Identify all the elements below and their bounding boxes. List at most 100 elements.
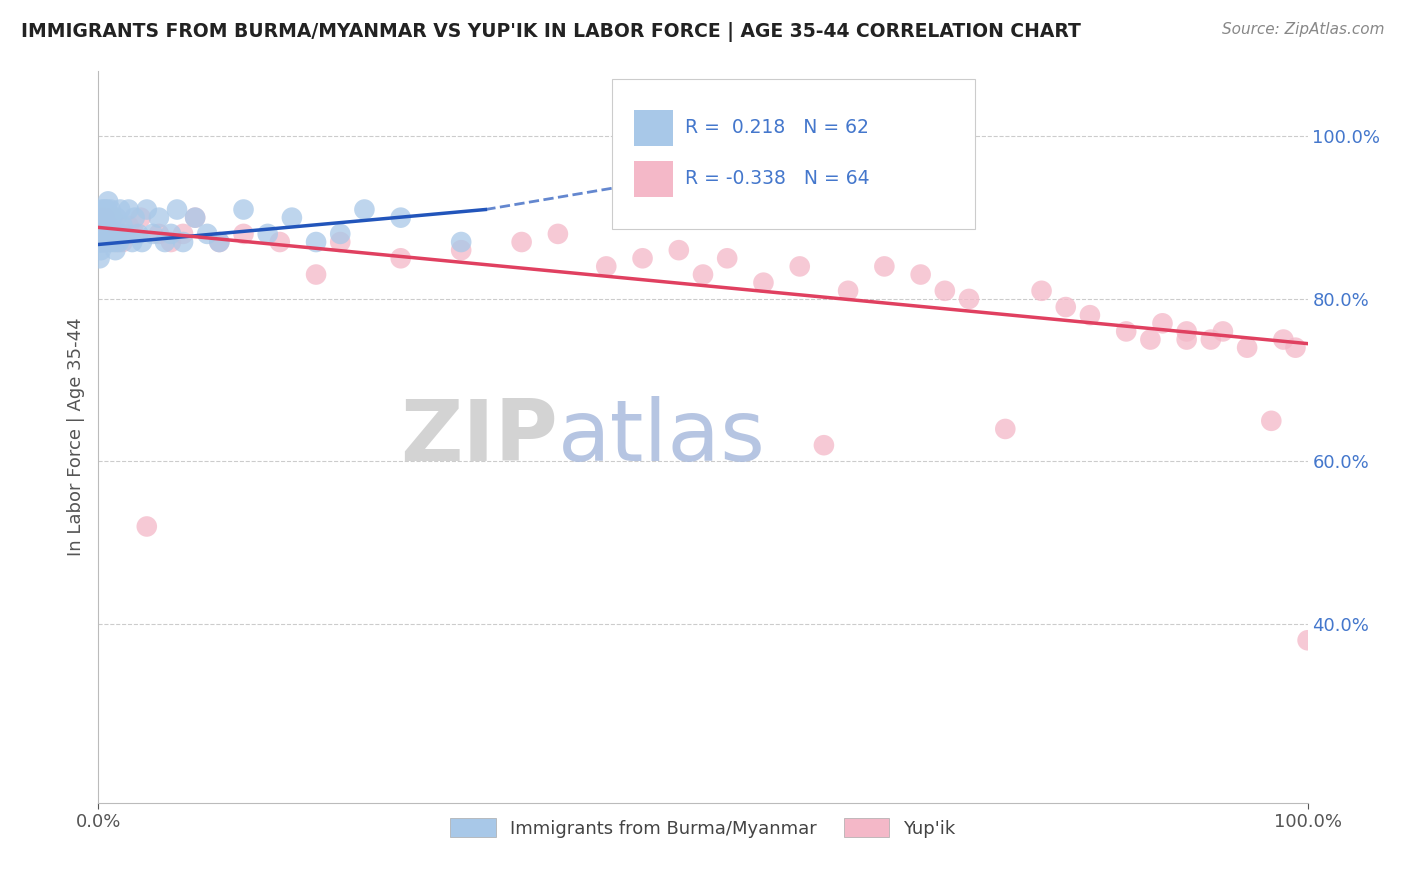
Point <box>96 202 118 217</box>
Point <box>101 211 124 225</box>
Point <box>135 519 157 533</box>
Point <box>329 235 352 249</box>
Point <box>107 227 129 241</box>
Point <box>108 202 131 217</box>
Point <box>96 227 118 241</box>
Point <box>595 260 617 274</box>
FancyBboxPatch shape <box>634 161 672 197</box>
Point <box>184 211 207 225</box>
Point <box>90 235 112 249</box>
Point <box>752 276 775 290</box>
Point <box>91 227 114 241</box>
Point <box>91 235 114 249</box>
Point <box>97 219 120 233</box>
Point <box>353 202 375 217</box>
Point <box>103 235 125 249</box>
Point <box>1078 308 1101 322</box>
Point <box>160 227 183 241</box>
Point <box>148 211 170 225</box>
Point <box>1054 300 1077 314</box>
Point <box>87 211 110 225</box>
Point <box>91 211 114 225</box>
Point <box>1115 325 1137 339</box>
Point <box>87 227 110 241</box>
Point <box>93 211 115 225</box>
Point <box>994 422 1017 436</box>
Point <box>716 252 738 266</box>
Point <box>1031 284 1053 298</box>
Point <box>131 235 153 249</box>
Point <box>547 227 569 241</box>
Point <box>93 227 115 241</box>
Point <box>135 202 157 217</box>
Point <box>232 227 254 241</box>
Point <box>91 227 114 241</box>
FancyBboxPatch shape <box>613 78 976 228</box>
Point <box>305 268 328 282</box>
Point <box>100 202 122 217</box>
Point <box>172 227 194 241</box>
Point <box>1212 325 1234 339</box>
Point <box>90 227 112 241</box>
Point <box>108 227 131 241</box>
Point <box>114 227 136 241</box>
Point <box>97 194 120 209</box>
Point <box>813 438 835 452</box>
Point <box>89 235 111 249</box>
Point <box>269 235 291 249</box>
Point <box>668 243 690 257</box>
Point <box>94 211 117 225</box>
Point <box>1260 414 1282 428</box>
Point <box>631 252 654 266</box>
Point <box>90 243 112 257</box>
Point <box>91 202 114 217</box>
Point <box>87 227 110 241</box>
Point <box>873 260 896 274</box>
Point <box>94 235 117 249</box>
Point <box>142 227 165 241</box>
Point <box>124 227 146 241</box>
Point <box>1236 341 1258 355</box>
Point <box>91 227 114 241</box>
Point <box>510 235 533 249</box>
Point <box>89 219 111 233</box>
Point <box>111 235 134 249</box>
Point <box>87 235 110 249</box>
Point <box>90 211 112 225</box>
Point <box>195 227 218 241</box>
Point <box>98 227 121 241</box>
Point <box>1152 316 1174 330</box>
Point <box>90 211 112 225</box>
Point <box>1175 325 1198 339</box>
Point <box>100 227 122 241</box>
Point <box>127 227 149 241</box>
Point <box>389 252 412 266</box>
Point <box>1284 341 1306 355</box>
Point <box>89 227 111 241</box>
Point <box>1272 333 1295 347</box>
Point <box>789 260 811 274</box>
Point <box>108 235 131 249</box>
Point <box>118 202 141 217</box>
Point <box>100 235 122 249</box>
Point <box>91 235 114 249</box>
Point <box>172 235 194 249</box>
Point <box>118 219 141 233</box>
Point <box>957 292 980 306</box>
Legend: Immigrants from Burma/Myanmar, Yup'ik: Immigrants from Burma/Myanmar, Yup'ik <box>443 811 963 845</box>
Point <box>96 227 118 241</box>
Point <box>105 235 128 249</box>
Point <box>97 235 120 249</box>
Point <box>91 235 114 249</box>
Point <box>101 227 124 241</box>
Point <box>89 235 111 249</box>
Point <box>184 211 207 225</box>
Point <box>129 211 152 225</box>
Point <box>1139 333 1161 347</box>
Point <box>281 211 304 225</box>
Point <box>121 235 143 249</box>
Point <box>89 219 111 233</box>
Point <box>305 235 328 249</box>
Text: R = -0.338   N = 64: R = -0.338 N = 64 <box>685 169 869 188</box>
Point <box>329 227 352 241</box>
